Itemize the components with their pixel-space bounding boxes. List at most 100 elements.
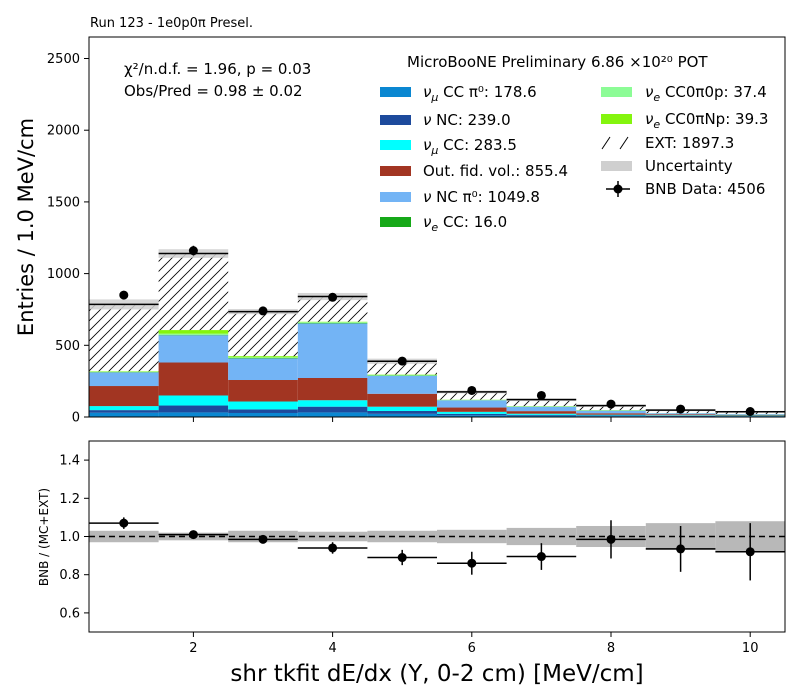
bar-segment-4-2 <box>228 358 298 381</box>
main-plot: 0 500 1000 1500 2000 2500 Entries / 1.0 MeV/c… <box>14 36 786 426</box>
bar-segment-1-5 <box>437 413 507 416</box>
ratio-point-5 <box>467 558 477 568</box>
main-x-ticks <box>192 417 751 422</box>
bar-segment-0-5 <box>437 415 507 417</box>
x-axis-label: shr tkfit dE/dx (Y, 0-2 cm) [MeV/cm] <box>230 661 643 687</box>
bar-segment-3-7 <box>576 413 646 415</box>
ratio-point-9 <box>745 547 755 557</box>
legend-item-1: ν NC: 239.0 <box>380 111 511 129</box>
data-point-4 <box>397 356 407 366</box>
bar-segment-4-1 <box>158 335 229 363</box>
data-points <box>119 245 755 417</box>
bar-segment-3-0 <box>89 386 159 407</box>
legend-item-right-3: Uncertainty <box>601 157 733 175</box>
data-point-9 <box>745 407 755 417</box>
bar-segment-3-5 <box>437 407 507 412</box>
bar-segment-1-2 <box>228 409 298 413</box>
svg-text:Uncertainty: Uncertainty <box>645 157 733 175</box>
legend-swatch <box>601 114 632 124</box>
main-ytick-label-1: 500 <box>55 339 80 354</box>
svg-text:νμ CC: 283.5: νμ CC: 283.5 <box>423 136 517 157</box>
svg-text:νμ CC π⁰: 178.6: νμ CC π⁰: 178.6 <box>423 83 537 104</box>
bar-segment-8-2 <box>228 311 298 357</box>
bar-segment-0-0 <box>89 412 159 417</box>
main-y-ticks: 0 500 1000 1500 2000 2500 <box>47 52 89 426</box>
main-plot-frame <box>88 36 786 418</box>
legend-swatch <box>380 87 411 97</box>
legend-title: MicroBooNE Preliminary 6.86 ×10²⁰ POT <box>407 53 708 71</box>
legend: νμ CC π⁰: 178.6 ν NC: 239.0 νμ CC: 283.5 Ou… <box>380 83 768 234</box>
bar-segment-8-0 <box>89 304 159 372</box>
bar-segment-2-4 <box>367 406 437 411</box>
legend-item-right-0: νe CC0π0p: 37.4 <box>601 83 767 104</box>
ratio-plot: 0.6 0.8 1.0 1.2 1.4 2 4 6 8 10 BNB / (MC+EXT) sh… <box>37 440 786 687</box>
bar-segment-4-3 <box>297 323 368 378</box>
bar-segment-2-3 <box>297 400 368 407</box>
bar-segment-1-4 <box>367 410 437 414</box>
legend-swatch <box>380 192 411 202</box>
legend-item-2: νμ CC: 283.5 <box>380 136 517 157</box>
main-ytick-label-4: 2000 <box>47 124 80 139</box>
bar-segment-8-1 <box>158 253 229 331</box>
bar-segment-6-2 <box>228 357 298 359</box>
bar-segment-8-5 <box>437 391 507 400</box>
ratio-ytick-label-0: 0.6 <box>59 606 80 621</box>
ratio-point-4 <box>397 553 407 563</box>
ratio-point-7 <box>606 534 616 544</box>
legend-item-3: Out. fid. vol.: 855.4 <box>380 162 568 180</box>
ratio-point-8 <box>676 544 686 554</box>
bar-segment-0-1 <box>158 412 229 417</box>
bar-segment-3-2 <box>228 380 298 402</box>
ratio-y-label: BNB / (MC+EXT) <box>37 488 51 586</box>
ratio-x-ticks: 2 4 6 8 10 <box>189 632 758 656</box>
bar-segment-7-1 <box>158 330 229 334</box>
bar-segment-3-8 <box>645 414 716 416</box>
bar-segment-1-7 <box>576 415 646 417</box>
svg-text:Out. fid. vol.: 855.4: Out. fid. vol.: 855.4 <box>423 162 568 180</box>
main-ytick-label-2: 1000 <box>47 267 80 282</box>
bar-segment-4-8 <box>645 413 716 415</box>
bar-segment-4-4 <box>367 375 437 394</box>
ratio-ytick-label-2: 1.0 <box>59 530 80 545</box>
ratio-xtick-label-1: 4 <box>328 641 336 656</box>
svg-text:ν NC: 239.0: ν NC: 239.0 <box>423 111 511 129</box>
bar-segment-6-3 <box>297 322 368 324</box>
svg-text:ν NC π⁰: 1049.8: ν NC π⁰: 1049.8 <box>423 188 540 206</box>
ratio-xtick-label-3: 8 <box>607 641 615 656</box>
ratio-ytick-label-4: 1.4 <box>59 454 80 469</box>
bar-segment-0-6 <box>506 415 577 417</box>
bar-segment-4-6 <box>506 406 577 412</box>
bar-segment-4-0 <box>89 372 159 387</box>
ratio-xtick-label-4: 10 <box>742 641 759 656</box>
legend-swatch <box>601 161 632 171</box>
data-point-8 <box>676 404 686 414</box>
data-point-3 <box>328 292 338 302</box>
stacked-bars <box>89 253 785 417</box>
bar-segment-2-6 <box>506 413 577 415</box>
ratio-ytick-label-1: 0.8 <box>59 568 80 583</box>
ratio-points <box>89 517 785 581</box>
obs-pred-annotation: Obs/Pred = 0.98 ± 0.02 <box>124 82 303 100</box>
bar-segment-6-4 <box>367 374 437 376</box>
data-point-2 <box>258 306 268 316</box>
data-point-7 <box>606 399 616 409</box>
bar-segment-2-5 <box>437 411 507 414</box>
bar-segment-2-8 <box>645 415 716 416</box>
legend-swatch <box>380 166 411 176</box>
bar-segment-0-4 <box>367 413 437 417</box>
ratio-ytick-label-3: 1.2 <box>59 492 80 507</box>
bar-segment-7-2 <box>228 356 298 358</box>
main-y-label: Entries / 1.0 MeV/cm <box>14 118 38 336</box>
ratio-point-3 <box>328 543 338 553</box>
legend-swatch <box>380 217 411 227</box>
bar-segment-2-2 <box>228 401 298 410</box>
chart-subtitle: Run 123 - 1e0p0π Presel. <box>90 16 253 31</box>
ratio-xtick-label-2: 6 <box>468 641 476 656</box>
bar-segment-1-8 <box>645 415 716 417</box>
ratio-y-ticks: 0.6 0.8 1.0 1.2 1.4 <box>59 454 89 621</box>
legend-item-right-2: EXT: 1897.3 <box>601 134 734 152</box>
svg-text:νe CC0πNp: 39.3: νe CC0πNp: 39.3 <box>645 110 768 131</box>
legend-item-right-1: νe CC0πNp: 39.3 <box>601 110 768 131</box>
bar-segment-3-6 <box>506 411 577 414</box>
